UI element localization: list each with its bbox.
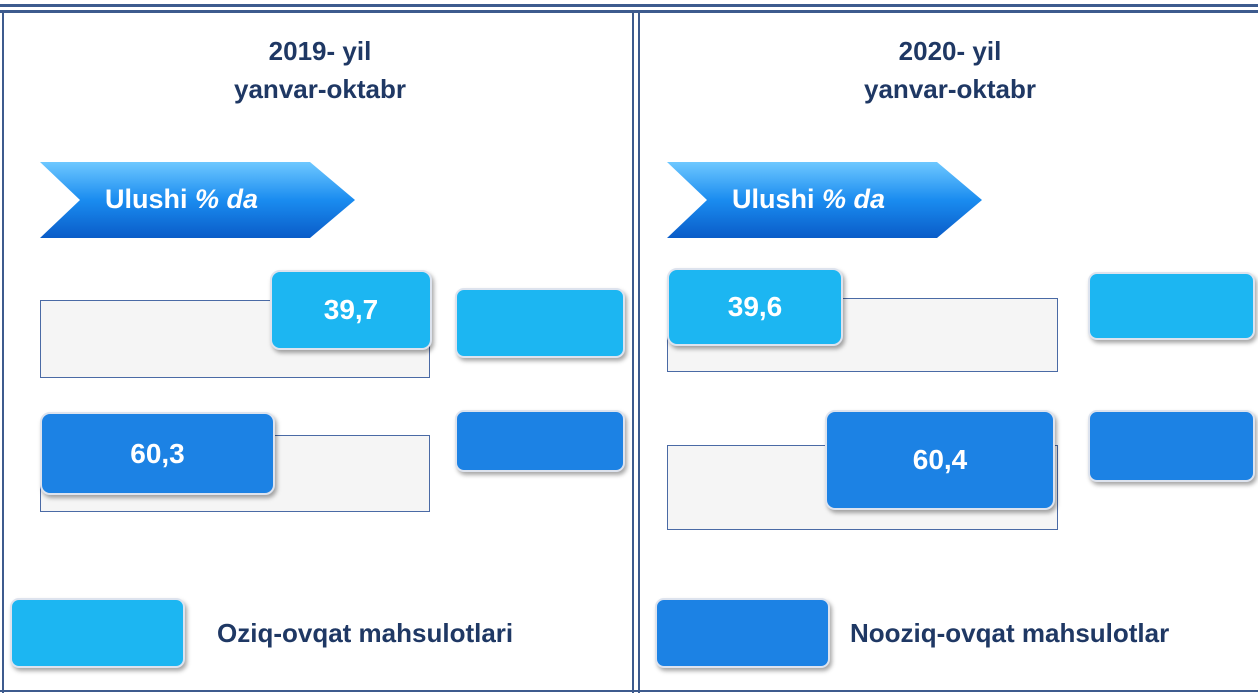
color-square [1088, 410, 1255, 482]
panel-title: yanvar-oktabr [234, 74, 406, 104]
badge-shape [40, 162, 355, 238]
value-pill: 60,4 [825, 410, 1055, 510]
color-square [455, 410, 625, 472]
badge-unit: % da [195, 184, 259, 214]
color-square [1088, 272, 1255, 340]
badge-text: Ulushi [105, 184, 188, 214]
value-pill: 39,7 [270, 270, 432, 350]
badge: Ulushi % da [732, 184, 885, 215]
panel-title: 2019- yil [268, 36, 372, 66]
border [0, 690, 1258, 692]
badge-text: Ulushi [732, 184, 815, 214]
border [632, 13, 634, 693]
panel-title: 2020- yil [898, 36, 1002, 66]
panel-title: yanvar-oktabr [864, 74, 1036, 104]
color-square [455, 288, 625, 358]
border [638, 13, 640, 693]
badge: Ulushi % da [105, 184, 258, 215]
value-pill: 39,6 [667, 268, 843, 346]
badge-arrow [40, 162, 355, 238]
badge-unit: % da [822, 184, 886, 214]
legend-label: Nooziq-ovqat mahsulotlar [850, 618, 1170, 648]
border [2, 13, 4, 693]
value-pill: 60,3 [40, 412, 275, 495]
legend-label: Oziq-ovqat mahsulotlari [217, 618, 514, 648]
legend-swatch [655, 598, 830, 668]
legend-swatch [10, 598, 185, 668]
border [0, 10, 1258, 13]
badge-arrow [667, 162, 982, 238]
badge-shape [667, 162, 982, 238]
border [0, 4, 1258, 7]
